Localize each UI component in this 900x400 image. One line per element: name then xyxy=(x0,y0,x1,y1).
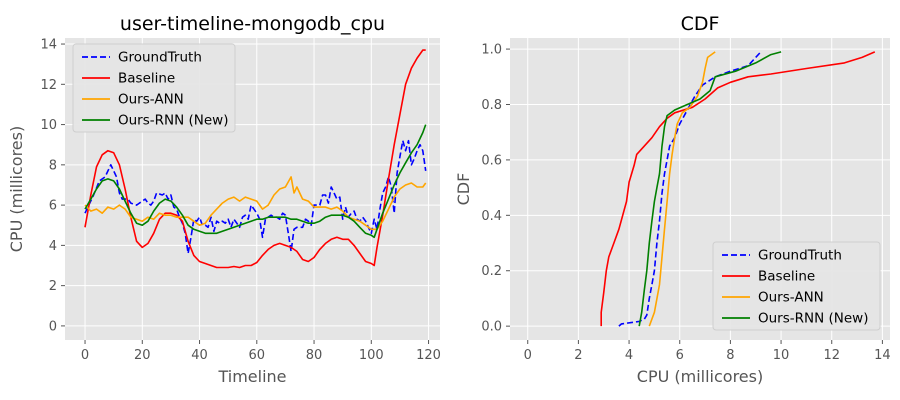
legend-box xyxy=(712,241,881,331)
x-tick-label: 120 xyxy=(416,348,441,363)
legend-label-ours-ann: Ours-ANN xyxy=(118,92,184,108)
legend-label-groundtruth: GroundTruth xyxy=(118,50,202,66)
y-tick-label: 10 xyxy=(40,118,57,133)
x-tick-label: 12 xyxy=(823,348,840,363)
legend-label-groundtruth: GroundTruth xyxy=(758,248,842,264)
y-tick-label: 12 xyxy=(40,78,57,93)
series-line-groundtruth xyxy=(84,139,427,255)
y-tick-label: 0.0 xyxy=(481,320,502,335)
legend-label-baseline: Baseline xyxy=(758,269,815,285)
y-tick-label: 0.2 xyxy=(481,264,502,279)
y-tick-label: 6 xyxy=(49,199,57,214)
series-line-ours-rnn-new xyxy=(84,124,427,239)
y-axis-label: CDF xyxy=(454,173,473,206)
y-tick-label: 14 xyxy=(40,38,57,53)
x-tick-label: 8 xyxy=(726,348,734,363)
x-tick-label: 6 xyxy=(676,348,684,363)
y-tick-label: 0.8 xyxy=(481,98,502,113)
x-tick-label: 60 xyxy=(249,348,266,363)
y-tick-label: 4 xyxy=(49,239,57,254)
legend-label-ours-rnn-new: Ours-RNN (New) xyxy=(758,311,869,327)
x-tick-label: 20 xyxy=(134,348,151,363)
chart-title: CDF xyxy=(681,13,720,35)
legend-label-ours-rnn-new: Ours-RNN (New) xyxy=(118,113,229,129)
y-tick-label: 2 xyxy=(49,279,57,294)
series-line-baseline xyxy=(600,51,876,327)
x-tick-label: 0 xyxy=(81,348,89,363)
x-tick-label: 4 xyxy=(625,348,633,363)
legend-label-baseline: Baseline xyxy=(118,71,175,87)
series-line-baseline xyxy=(84,49,426,269)
series-line-ours-ann xyxy=(648,51,716,327)
legend: GroundTruth Baseline Ours-ANN Ours-RNN (New… xyxy=(712,241,881,331)
x-axis-label: Timeline xyxy=(217,367,286,386)
series-line-ours-rnn-new xyxy=(638,51,782,327)
legend-label-ours-ann: Ours-ANN xyxy=(758,290,824,306)
x-tick-label: 0 xyxy=(524,348,532,363)
x-tick-label: 10 xyxy=(773,348,790,363)
y-axis-label: CPU (millicores) xyxy=(7,126,26,252)
legend-box xyxy=(72,43,236,133)
x-tick-label: 2 xyxy=(574,348,582,363)
x-tick-label: 100 xyxy=(359,348,384,363)
timeline-chart: 0 20 40 60 80 100 120 0 2 4 6 8 10 12 14 user-timeline-… xyxy=(7,13,441,386)
x-tick-label: 80 xyxy=(306,348,323,363)
y-tick-label: 0.6 xyxy=(481,153,502,168)
cdf-chart: 0 2 4 6 8 10 12 14 0.0 0.2 0.4 0.6 0.8 1.0 CDF CPU (mil… xyxy=(454,13,891,386)
x-axis-label: CPU (millicores) xyxy=(637,367,763,386)
x-tick-label: 40 xyxy=(191,348,208,363)
y-tick-label: 0 xyxy=(49,319,57,334)
series-line-ours-ann xyxy=(84,176,427,231)
y-tick-label: 8 xyxy=(49,158,57,173)
y-tick-label: 0.4 xyxy=(481,209,502,224)
chart-title: user-timeline-mongodb_cpu xyxy=(120,13,385,35)
x-tick-label: 14 xyxy=(874,348,891,363)
y-tick-label: 1.0 xyxy=(481,43,502,58)
legend: GroundTruth Baseline Ours-ANN Ours-RNN (New… xyxy=(72,43,236,133)
